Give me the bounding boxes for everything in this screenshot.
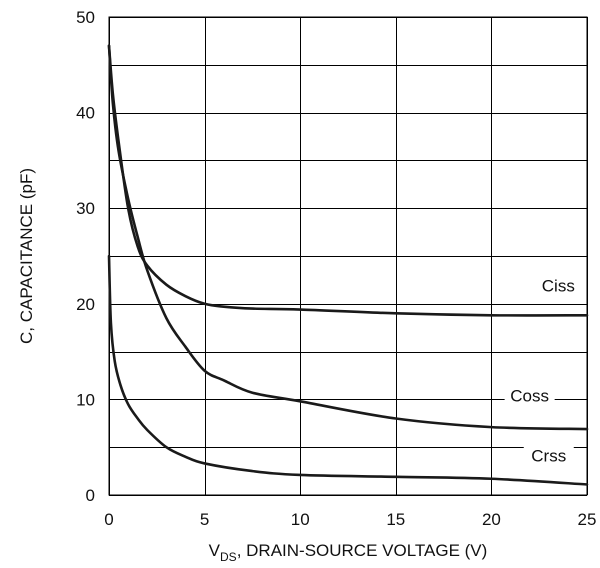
curve-labels: Ciss Coss Crss [504, 275, 584, 466]
x-axis-label-main: V [209, 541, 221, 560]
x-tick-label: 10 [291, 510, 310, 529]
series-crss-line [107, 254, 589, 486]
y-tick-label: 40 [76, 104, 95, 123]
y-tick-label: 30 [76, 199, 95, 218]
curves [107, 44, 589, 486]
x-tick-label: 25 [578, 510, 597, 529]
x-tick-label: 5 [200, 510, 209, 529]
curve-label-ciss: Ciss [542, 276, 575, 295]
series-ciss-line [107, 44, 589, 317]
y-tick-label: 50 [76, 8, 95, 27]
curve-label-bg [523, 445, 574, 466]
curve-label-bg [504, 385, 555, 406]
y-axis-label: C, CAPACITANCE (pF) [17, 168, 36, 344]
y-tick-label: 20 [76, 295, 95, 314]
x-tick-label: 20 [482, 510, 501, 529]
grid-lines [109, 17, 588, 496]
x-tick-label: 0 [104, 510, 113, 529]
curve-label-coss: Coss [510, 386, 549, 405]
x-axis-label-subscript: DS [220, 550, 237, 564]
series-coss-line [107, 44, 589, 431]
y-tick-label: 0 [86, 486, 95, 505]
x-axis-label: VDS, DRAIN-SOURCE VOLTAGE (V) [209, 541, 488, 564]
x-tick-label: 15 [386, 510, 405, 529]
curve-label-bg [533, 275, 584, 296]
y-tick-label: 10 [76, 390, 95, 409]
curve-label-crss: Crss [531, 447, 566, 466]
tick-labels: 0 5 10 15 20 25 0 10 20 30 40 50 [76, 8, 596, 529]
x-axis-label-rest: , DRAIN-SOURCE VOLTAGE (V) [237, 541, 488, 560]
